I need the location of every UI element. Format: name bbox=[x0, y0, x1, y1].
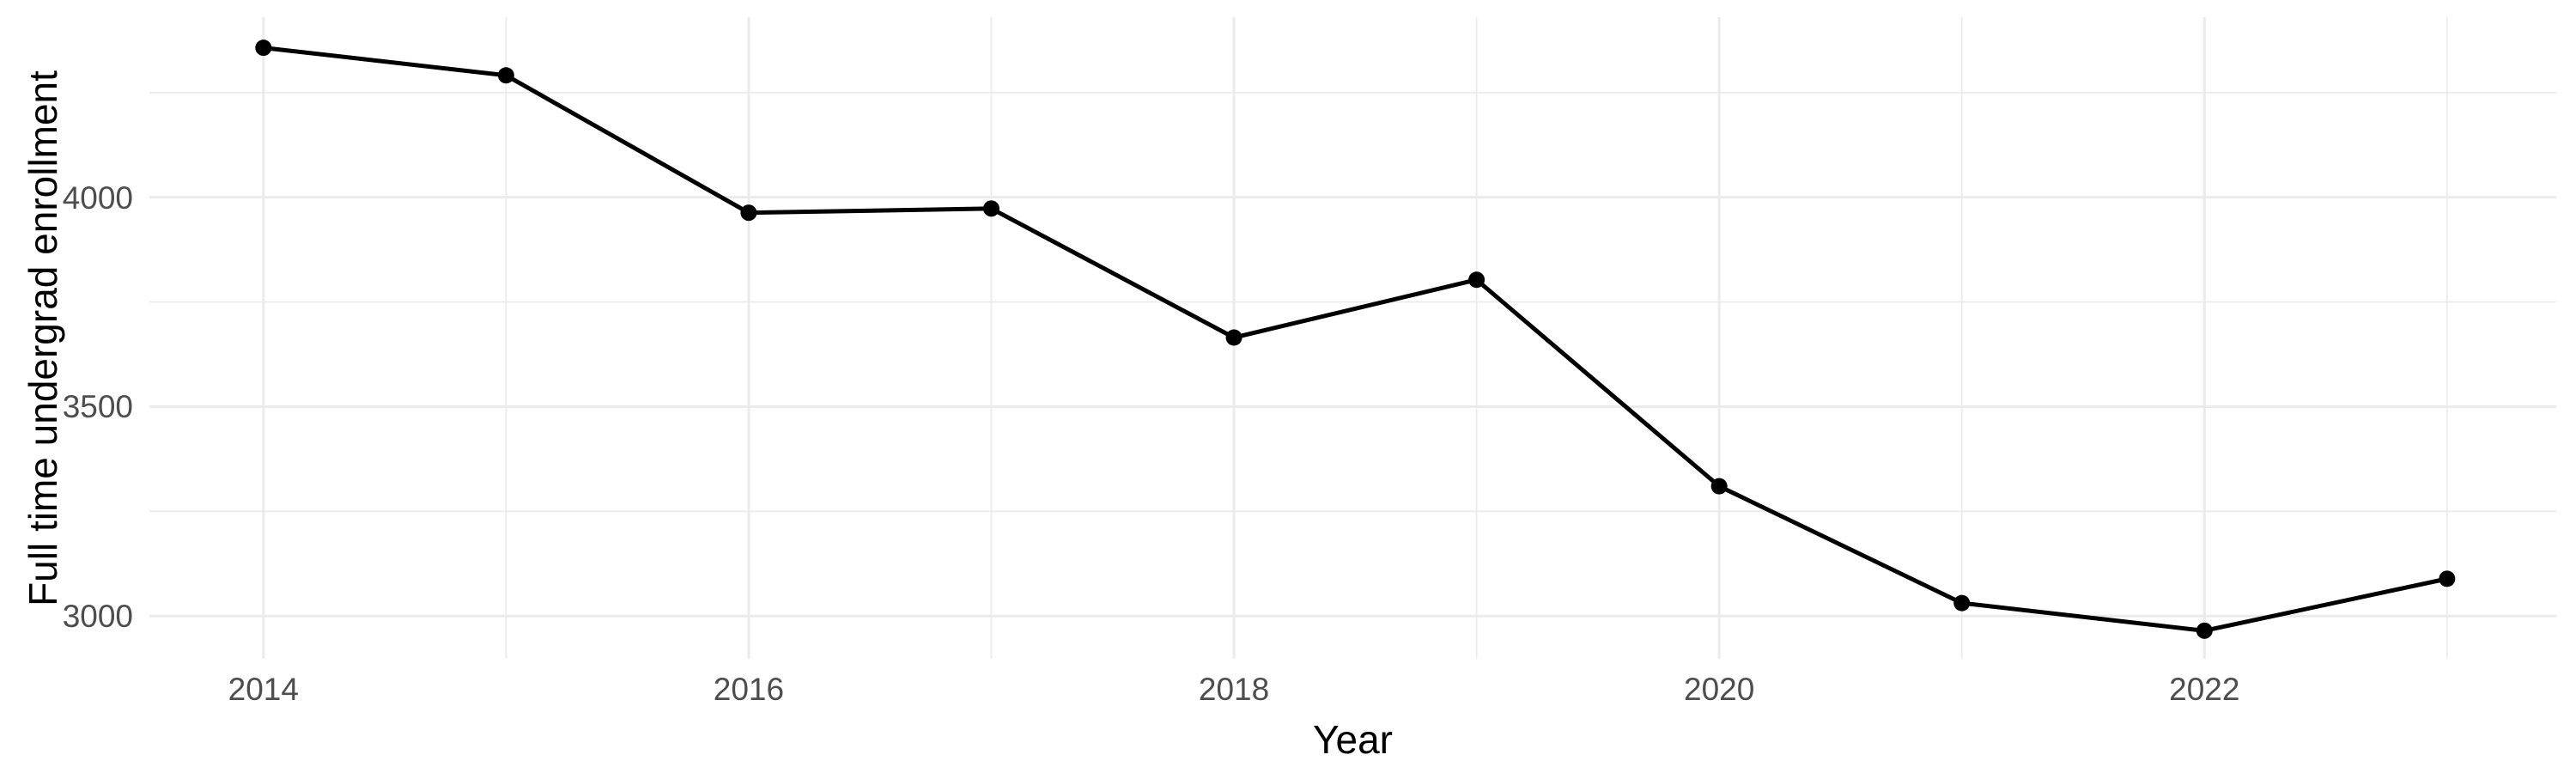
data-point bbox=[1225, 329, 1242, 346]
data-point bbox=[982, 200, 999, 217]
data-line bbox=[261, 46, 2450, 633]
y-tick-label: 4000 bbox=[62, 180, 133, 216]
x-tick-label: 2016 bbox=[713, 672, 785, 707]
x-tick-label: 2014 bbox=[228, 672, 299, 707]
data-point bbox=[740, 204, 757, 222]
y-axis-title: Full time undergrad enrollment bbox=[21, 70, 65, 606]
x-tick-label: 2018 bbox=[1198, 672, 1270, 707]
data-point bbox=[497, 67, 514, 84]
x-tick-label: 2022 bbox=[2169, 672, 2240, 707]
data-point bbox=[2439, 570, 2456, 587]
x-axis-title: Year bbox=[1313, 717, 1393, 762]
data-point bbox=[2196, 622, 2213, 639]
data-point bbox=[1468, 271, 1485, 289]
data-point bbox=[1710, 478, 1728, 495]
data-point bbox=[255, 40, 272, 57]
data-point bbox=[1953, 594, 1971, 612]
y-tick-label: 3000 bbox=[62, 599, 133, 635]
y-tick-label: 3500 bbox=[62, 389, 133, 425]
x-tick-label: 2020 bbox=[1684, 672, 1755, 707]
